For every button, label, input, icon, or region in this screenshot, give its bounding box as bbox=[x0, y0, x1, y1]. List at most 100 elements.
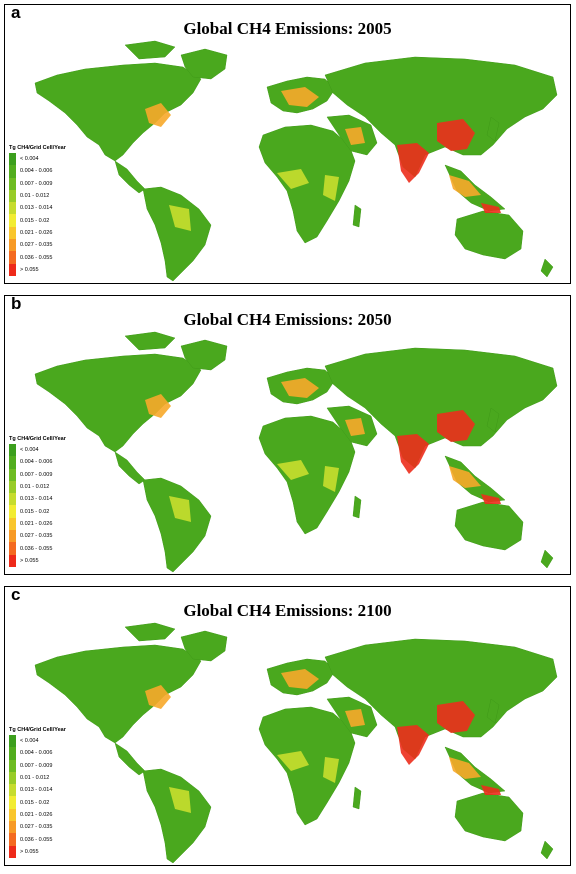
legend-label: 0.021 - 0.026 bbox=[20, 520, 53, 527]
emission-hotspots bbox=[145, 87, 501, 231]
legend-label: 0.013 - 0.014 bbox=[20, 787, 53, 794]
southeast-asia-hotspot bbox=[449, 175, 481, 197]
legend-swatch bbox=[9, 505, 16, 518]
legend-swatch bbox=[9, 845, 16, 858]
legend-label: > 0.055 bbox=[20, 848, 39, 855]
legend-item: 0.01 - 0.012 bbox=[9, 480, 89, 494]
legend-swatch bbox=[9, 554, 16, 567]
panel-letter: a bbox=[11, 3, 21, 22]
legend: Tg CH4/Grid Cell/Year < 0.004 0.004 - 0.0… bbox=[9, 436, 89, 567]
panel-title: Global CH4 Emissions: 2100 bbox=[183, 601, 392, 620]
us-east-hotspot bbox=[145, 394, 171, 418]
legend-swatch bbox=[9, 165, 16, 178]
africa bbox=[258, 124, 356, 244]
legend-label: 0.021 - 0.026 bbox=[20, 229, 53, 236]
legend-swatch bbox=[9, 153, 16, 166]
legend-item: 0.015 - 0.02 bbox=[9, 796, 89, 809]
japan bbox=[486, 407, 500, 433]
legend-item: 0.021 - 0.026 bbox=[9, 808, 89, 822]
legend-swatch bbox=[9, 784, 16, 797]
legend-label: 0.015 - 0.02 bbox=[20, 508, 50, 515]
legend-label: 0.01 - 0.012 bbox=[20, 484, 50, 491]
legend-label: 0.015 - 0.02 bbox=[20, 217, 50, 224]
continents bbox=[34, 622, 558, 864]
south-america bbox=[142, 477, 212, 573]
north-america bbox=[34, 644, 202, 744]
legend: Tg CH4/Grid Cell/Year < 0.004 0.004 - 0.0… bbox=[9, 145, 89, 276]
east-africa-hotspot bbox=[323, 175, 339, 201]
japan bbox=[486, 116, 500, 142]
australia bbox=[454, 792, 524, 842]
legend-item: 0.004 - 0.006 bbox=[9, 456, 89, 469]
legend-label: 0.007 - 0.009 bbox=[20, 180, 53, 187]
legend-swatch bbox=[9, 759, 16, 772]
legend-title: Tg CH4/Grid Cell/Year bbox=[9, 436, 66, 442]
legend-item: < 0.004 bbox=[9, 444, 89, 457]
southeast-asia-hotspot bbox=[449, 466, 481, 488]
china-hotspot bbox=[437, 410, 475, 442]
panel-letter: c bbox=[11, 585, 21, 604]
legend-title: Tg CH4/Grid Cell/Year bbox=[9, 727, 66, 733]
panel-b: b Global CH4 Emissions: 2050 Tg CH4/Grid… bbox=[4, 294, 571, 575]
emission-hotspots bbox=[145, 669, 501, 813]
legend-label: 0.007 - 0.009 bbox=[20, 762, 53, 769]
legend-label: 0.021 - 0.026 bbox=[20, 811, 53, 818]
legend-swatch bbox=[9, 530, 16, 543]
legend-swatch bbox=[9, 735, 16, 748]
legend-swatch bbox=[9, 821, 16, 834]
panel-a: a Global CH4 Emissions: 2005 Tg CH4/Grid… bbox=[4, 3, 571, 284]
legend-item: 0.027 - 0.035 bbox=[9, 239, 89, 252]
legend-label: < 0.004 bbox=[20, 156, 39, 163]
legend-swatch bbox=[9, 251, 16, 264]
legend-label: 0.013 - 0.014 bbox=[20, 496, 53, 503]
legend-label: 0.004 - 0.006 bbox=[20, 750, 53, 757]
legend-label: 0.013 - 0.014 bbox=[20, 205, 53, 212]
india-hotspot bbox=[397, 434, 429, 474]
legend-rows: < 0.004 0.004 - 0.006 0.007 - 0.009 0.01 - … bbox=[9, 735, 89, 858]
us-east-hotspot bbox=[145, 103, 171, 127]
india-hotspot bbox=[397, 143, 429, 183]
legend-item: 0.036 - 0.055 bbox=[9, 251, 89, 264]
new-zealand bbox=[540, 258, 554, 278]
legend-label: 0.004 - 0.006 bbox=[20, 168, 53, 175]
asia bbox=[324, 347, 558, 469]
arctic-islands bbox=[124, 331, 176, 351]
legend-item: 0.004 - 0.006 bbox=[9, 747, 89, 760]
continents bbox=[34, 40, 558, 282]
indonesia-hotspot bbox=[481, 494, 501, 504]
legend-swatch bbox=[9, 226, 16, 240]
west-africa-hotspot bbox=[277, 460, 309, 480]
west-africa-hotspot bbox=[277, 751, 309, 771]
south-america-hotspot bbox=[169, 787, 191, 813]
legend-title: Tg CH4/Grid Cell/Year bbox=[9, 145, 66, 151]
legend-swatch bbox=[9, 833, 16, 846]
legend-swatch bbox=[9, 493, 16, 506]
legend-swatch bbox=[9, 202, 16, 215]
middle-east-hotspot bbox=[345, 418, 365, 436]
indonesia-hotspot bbox=[481, 785, 501, 795]
asia bbox=[324, 56, 558, 178]
new-zealand bbox=[540, 549, 554, 569]
north-america bbox=[34, 353, 202, 453]
japan bbox=[486, 698, 500, 724]
legend-item: 0.036 - 0.055 bbox=[9, 542, 89, 555]
legend-label: < 0.004 bbox=[20, 738, 39, 745]
legend-label: 0.01 - 0.012 bbox=[20, 193, 50, 200]
legend-swatch bbox=[9, 214, 16, 227]
china-hotspot bbox=[437, 119, 475, 151]
legend-item: 0.013 - 0.014 bbox=[9, 202, 89, 215]
legend-label: 0.004 - 0.006 bbox=[20, 459, 53, 466]
world-emissions-map bbox=[34, 331, 558, 573]
legend-swatch bbox=[9, 796, 16, 809]
legend-item: 0.007 - 0.009 bbox=[9, 759, 89, 772]
legend-item: 0.027 - 0.035 bbox=[9, 530, 89, 543]
europe-hotspot bbox=[281, 378, 319, 398]
legend-label: > 0.055 bbox=[20, 266, 39, 273]
legend-swatch bbox=[9, 189, 16, 203]
greenland bbox=[180, 339, 228, 371]
legend-swatch bbox=[9, 444, 16, 457]
indonesia-hotspot bbox=[481, 203, 501, 213]
legend-item: 0.021 - 0.026 bbox=[9, 226, 89, 240]
legend-item: 0.027 - 0.035 bbox=[9, 821, 89, 834]
legend-item: < 0.004 bbox=[9, 735, 89, 748]
